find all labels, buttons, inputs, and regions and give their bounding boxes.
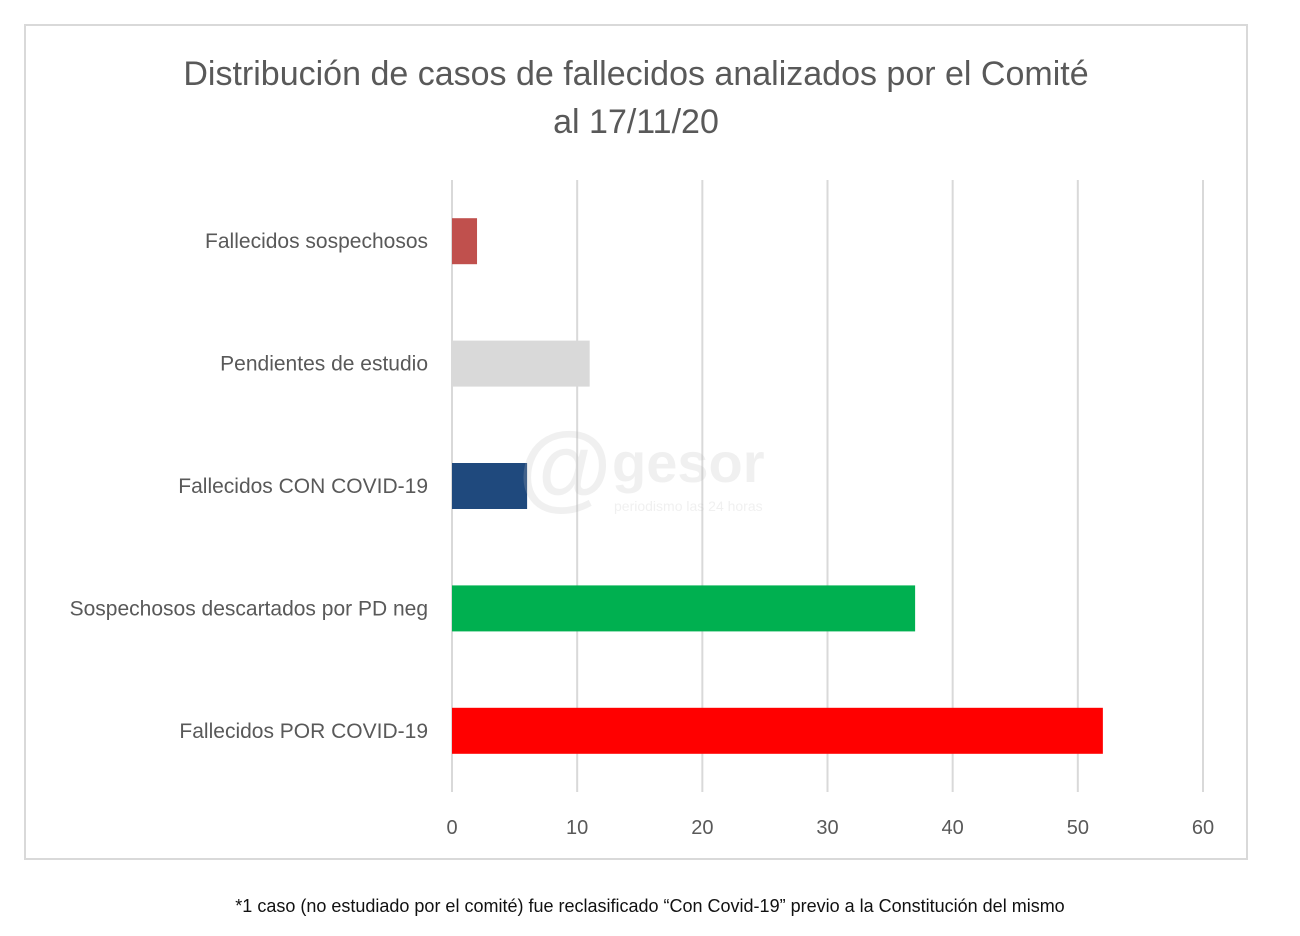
bars	[452, 218, 1103, 754]
x-tick-label: 40	[942, 817, 964, 839]
category-labels: Fallecidos sospechosos Pendientes de estu…	[70, 230, 428, 743]
x-tick-label: 30	[816, 817, 838, 839]
footnote: *1 caso (no estudiado por el comité) fue…	[235, 896, 1065, 916]
x-tick-label: 10	[566, 817, 588, 839]
category-label: Pendientes de estudio	[220, 353, 428, 376]
grid-lines	[451, 180, 1204, 792]
category-label: Fallecidos sospechosos	[205, 230, 428, 253]
x-tick-label: 60	[1192, 817, 1214, 839]
bar-1	[452, 218, 478, 265]
tick-labels: 0 10 20 30 40 50 60	[446, 817, 1214, 839]
bar-5	[452, 707, 1103, 754]
bar-3	[452, 463, 528, 509]
x-tick-label: 50	[1067, 817, 1089, 839]
bar-2	[452, 340, 590, 387]
bar-4	[452, 585, 916, 632]
category-label: Sospechosos descartados por PD neg	[70, 597, 428, 620]
x-tick-label: 20	[691, 817, 713, 839]
chart-title: Distribución de casos de fallecidos anal…	[183, 55, 1089, 141]
category-label: Fallecidos POR COVID-19	[179, 720, 428, 743]
category-label: Fallecidos CON COVID-19	[178, 475, 428, 498]
x-tick-label: 0	[446, 817, 457, 839]
